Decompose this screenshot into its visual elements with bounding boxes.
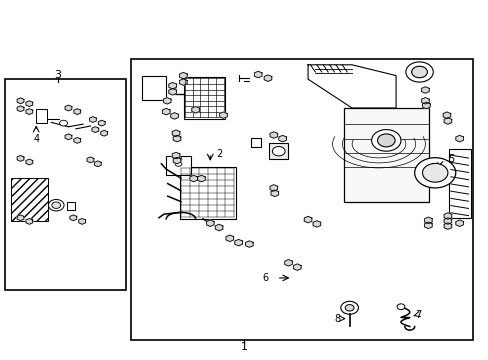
- Polygon shape: [422, 102, 429, 109]
- Polygon shape: [293, 264, 301, 270]
- Polygon shape: [26, 109, 33, 114]
- Polygon shape: [443, 223, 451, 229]
- Text: 6: 6: [262, 273, 268, 283]
- Polygon shape: [189, 175, 197, 182]
- Polygon shape: [17, 106, 24, 112]
- Circle shape: [48, 199, 64, 211]
- Polygon shape: [443, 118, 451, 124]
- Text: 1: 1: [241, 342, 247, 352]
- Polygon shape: [443, 218, 451, 224]
- Bar: [251, 138, 261, 147]
- Bar: [36, 109, 47, 123]
- Text: 7: 7: [415, 310, 421, 320]
- Circle shape: [422, 163, 447, 182]
- Polygon shape: [197, 175, 205, 182]
- Polygon shape: [191, 107, 199, 113]
- Polygon shape: [87, 157, 94, 163]
- Polygon shape: [278, 135, 286, 142]
- Circle shape: [396, 304, 404, 310]
- Polygon shape: [26, 219, 33, 224]
- Polygon shape: [179, 72, 187, 79]
- Polygon shape: [284, 260, 292, 266]
- Polygon shape: [307, 65, 395, 108]
- Polygon shape: [17, 215, 24, 221]
- Polygon shape: [65, 134, 72, 140]
- Polygon shape: [168, 82, 176, 89]
- Polygon shape: [17, 98, 24, 104]
- Bar: [5, 79, 126, 290]
- Polygon shape: [421, 87, 428, 93]
- Bar: [343, 108, 428, 202]
- Bar: [447, 149, 469, 218]
- Polygon shape: [74, 138, 81, 143]
- Polygon shape: [26, 101, 33, 107]
- Polygon shape: [424, 217, 431, 224]
- Polygon shape: [443, 213, 451, 219]
- Circle shape: [175, 161, 182, 166]
- Polygon shape: [162, 108, 170, 115]
- Polygon shape: [173, 135, 181, 142]
- Polygon shape: [219, 112, 227, 118]
- Polygon shape: [245, 241, 253, 247]
- Polygon shape: [442, 112, 450, 118]
- Polygon shape: [304, 216, 311, 223]
- Circle shape: [52, 202, 61, 208]
- Bar: [166, 156, 190, 175]
- Polygon shape: [269, 185, 277, 191]
- Circle shape: [175, 157, 182, 162]
- Polygon shape: [94, 161, 101, 167]
- Polygon shape: [269, 132, 277, 138]
- Circle shape: [377, 134, 394, 147]
- Polygon shape: [455, 135, 463, 142]
- Circle shape: [405, 62, 432, 82]
- Polygon shape: [254, 71, 262, 78]
- Polygon shape: [65, 105, 72, 111]
- Polygon shape: [173, 157, 181, 164]
- Bar: [269, 143, 287, 159]
- Polygon shape: [168, 89, 176, 95]
- Text: 8: 8: [334, 314, 340, 324]
- Polygon shape: [225, 235, 233, 242]
- Polygon shape: [172, 152, 180, 159]
- Polygon shape: [89, 117, 96, 122]
- Polygon shape: [170, 113, 178, 119]
- Bar: [183, 77, 224, 119]
- Bar: [180, 166, 235, 219]
- Circle shape: [414, 158, 455, 188]
- Polygon shape: [74, 109, 81, 114]
- Polygon shape: [92, 127, 99, 132]
- Text: 5: 5: [447, 154, 453, 164]
- Bar: [11, 178, 48, 221]
- Polygon shape: [172, 130, 180, 136]
- Polygon shape: [421, 98, 428, 104]
- Circle shape: [340, 301, 358, 314]
- Bar: [66, 202, 75, 210]
- Polygon shape: [101, 130, 107, 136]
- Bar: [142, 76, 165, 100]
- Polygon shape: [70, 215, 77, 221]
- Circle shape: [60, 120, 67, 126]
- Circle shape: [371, 130, 400, 151]
- Text: 2: 2: [216, 149, 222, 159]
- Polygon shape: [26, 159, 33, 165]
- Polygon shape: [312, 221, 320, 227]
- Circle shape: [272, 147, 285, 156]
- Polygon shape: [163, 98, 171, 104]
- Text: 3: 3: [54, 70, 61, 80]
- Circle shape: [345, 305, 353, 311]
- Polygon shape: [424, 222, 431, 229]
- Polygon shape: [455, 220, 463, 226]
- Text: 4: 4: [33, 134, 39, 144]
- Polygon shape: [17, 156, 24, 161]
- Polygon shape: [215, 224, 223, 231]
- Polygon shape: [179, 79, 187, 85]
- Circle shape: [411, 66, 427, 78]
- Polygon shape: [270, 190, 278, 197]
- Polygon shape: [206, 220, 214, 226]
- Polygon shape: [98, 120, 105, 126]
- Polygon shape: [264, 75, 271, 81]
- Polygon shape: [234, 239, 242, 246]
- Polygon shape: [79, 219, 85, 224]
- Bar: [131, 59, 472, 340]
